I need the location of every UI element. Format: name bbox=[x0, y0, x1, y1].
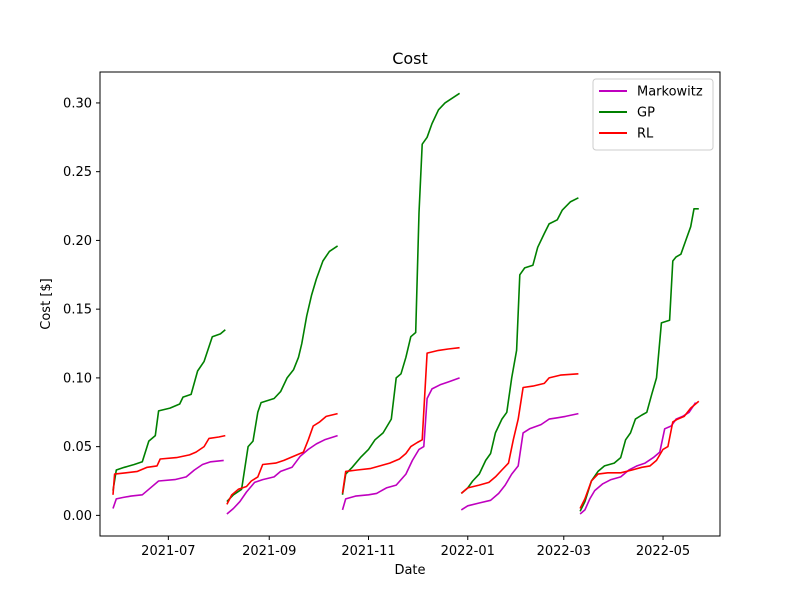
series-line-gp-5 bbox=[579, 208, 699, 512]
series-line-rl-1 bbox=[112, 434, 226, 495]
series-rl bbox=[112, 346, 700, 509]
x-tick-label: 2022-01 bbox=[441, 544, 495, 559]
y-tick-label: 0.05 bbox=[63, 440, 92, 455]
y-tick-label: 0.15 bbox=[63, 303, 92, 318]
legend: Markowitz GP RL bbox=[592, 78, 714, 151]
legend-label-markowitz: Markowitz bbox=[637, 85, 703, 100]
x-axis-ticks: 2021-07 2021-09 2021-11 2022-01 2022-03 2022-… bbox=[141, 536, 690, 559]
series-line-markowitz-3 bbox=[341, 377, 460, 511]
x-tick-label: 2021-07 bbox=[141, 544, 195, 559]
series-gp bbox=[112, 92, 699, 512]
x-tick-label: 2021-11 bbox=[341, 544, 395, 559]
y-tick-label: 0.10 bbox=[63, 371, 92, 386]
y-axis-ticks: 0.00 0.05 0.10 0.15 0.20 0.25 0.30 bbox=[63, 96, 100, 524]
series-markowitz bbox=[112, 377, 697, 515]
series-line-gp-1 bbox=[112, 329, 226, 491]
series-line-rl-2 bbox=[226, 412, 338, 505]
series-line-gp-2 bbox=[226, 245, 339, 503]
series-line-rl-5 bbox=[579, 400, 700, 509]
y-tick-label: 0.00 bbox=[63, 509, 92, 524]
series-line-rl-3 bbox=[341, 346, 460, 494]
y-tick-label: 0.25 bbox=[63, 165, 92, 180]
plot-frame bbox=[99, 71, 721, 537]
y-tick-label: 0.20 bbox=[63, 234, 92, 249]
x-axis-label: Date bbox=[394, 563, 425, 578]
series-layer bbox=[112, 92, 700, 515]
x-tick-label: 2021-09 bbox=[242, 544, 296, 559]
y-tick-label: 0.30 bbox=[63, 96, 92, 111]
chart-title: Cost bbox=[392, 49, 428, 68]
series-line-gp-4 bbox=[460, 197, 579, 495]
legend-label-gp: GP bbox=[637, 106, 655, 121]
series-line-markowitz-1 bbox=[112, 459, 224, 509]
series-line-markowitz-4 bbox=[460, 412, 579, 511]
legend-label-rl: RL bbox=[637, 127, 654, 142]
x-tick-label: 2022-05 bbox=[636, 544, 690, 559]
series-line-rl-4 bbox=[460, 373, 579, 495]
x-tick-label: 2022-03 bbox=[537, 544, 591, 559]
y-axis-label: Cost [$] bbox=[39, 278, 54, 329]
series-line-markowitz-2 bbox=[226, 434, 338, 515]
series-line-gp-3 bbox=[341, 92, 461, 495]
